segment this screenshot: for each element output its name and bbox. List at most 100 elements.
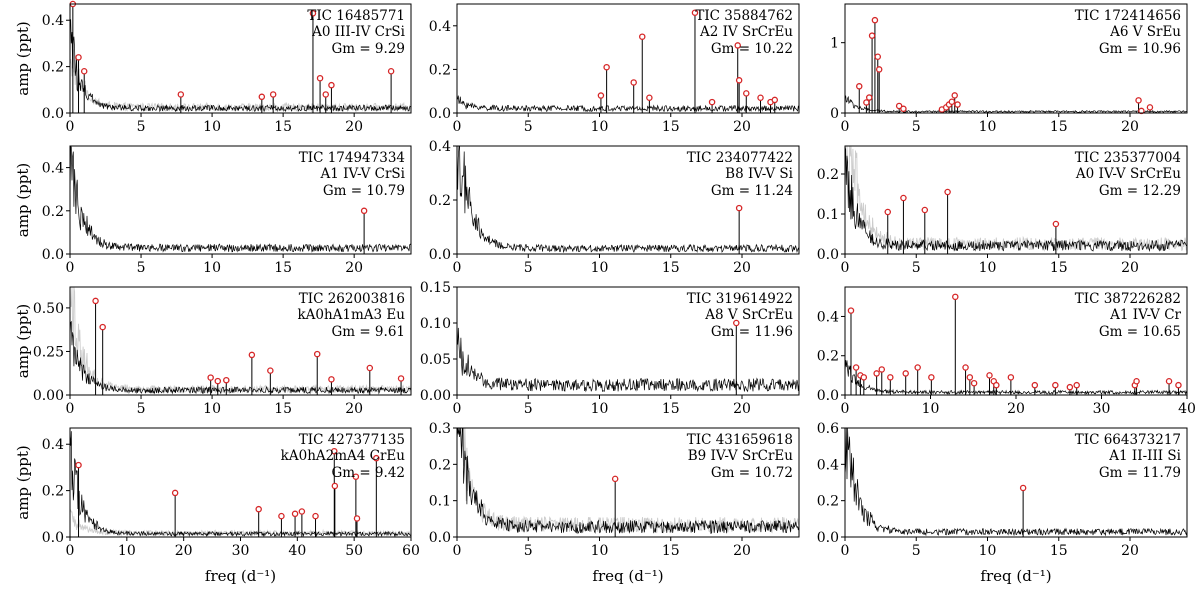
annotation-gm: Gm = 12.29	[1099, 183, 1181, 199]
annotation-sptype: kA0hA1mA3 Eu	[297, 307, 405, 323]
y-tick-label: 0.0	[42, 247, 64, 263]
spectrum-line	[457, 95, 799, 113]
frequency-marker	[75, 54, 82, 61]
annotation-tic: TIC 387226282	[1075, 291, 1181, 307]
y-tick-label: 0.2	[42, 484, 64, 500]
frequency-marker	[603, 63, 610, 71]
spectrum-line	[457, 327, 799, 393]
x-tick-label: 0	[453, 260, 462, 276]
y-tick-label: 0	[830, 106, 839, 122]
y-tick-label: 0.0	[429, 530, 451, 546]
spectrum-line	[845, 428, 1187, 537]
frequency-marker	[255, 505, 262, 513]
frequency-marker	[313, 350, 321, 358]
frequency-marker	[214, 377, 222, 385]
x-tick-label: 5	[137, 119, 146, 135]
annotation-sptype: A1 IV-V Cr	[1109, 307, 1181, 323]
frequency-marker	[99, 323, 106, 331]
annotation-sptype: A1 II-III Si	[1108, 448, 1181, 464]
annotation-tic: TIC 16485771	[307, 8, 405, 24]
spectrum-line	[70, 146, 411, 253]
annotation-gm: Gm = 11.96	[711, 324, 793, 340]
annotation-tic: TIC 262003816	[299, 291, 405, 307]
frequency-marker	[171, 489, 179, 497]
x-tick-label: 15	[1050, 543, 1068, 559]
frequency-marker	[630, 79, 637, 86]
x-tick-label: 0	[841, 119, 850, 135]
frequency-marker	[856, 83, 863, 90]
x-tick-label: 5	[524, 119, 533, 135]
x-tick-label: 40	[1178, 401, 1196, 417]
y-axis-label: amp (ppt)	[14, 163, 32, 237]
x-tick-label: 10	[591, 543, 609, 559]
frequency-marker	[331, 447, 338, 455]
frequency-marker	[1165, 378, 1173, 385]
y-tick-label: 0.4	[429, 139, 451, 155]
gray-spectrum-line	[845, 146, 1187, 252]
x-tick-label: 10	[118, 543, 136, 559]
y-tick-label: 0.2	[429, 62, 451, 78]
frequency-marker	[902, 370, 909, 377]
frequency-marker	[75, 461, 82, 469]
frequency-marker	[92, 297, 99, 305]
panel-7: 0 5 10 15 20 0.00 0.25 0.50 TIC 262003816kA0hA1m…	[14, 286, 412, 417]
annotation-gm: Gm = 11.79	[1099, 465, 1181, 481]
x-tick-label: 15	[662, 401, 680, 417]
x-tick-label: 10	[203, 119, 221, 135]
annotation-tic: TIC 427377135	[299, 432, 405, 448]
y-tick-label: 0.00	[420, 388, 451, 404]
annotation-gm: Gm = 10.79	[323, 183, 405, 199]
y-tick-label: 0.0	[42, 530, 64, 546]
x-tick-label: 15	[274, 401, 292, 417]
frequency-marker	[1007, 374, 1015, 381]
frequency-marker	[691, 9, 699, 16]
annotation-gm: Gm = 9.29	[331, 41, 405, 57]
y-tick-label: 0.0	[817, 530, 839, 546]
spectrum-line	[70, 19, 411, 113]
frequency-marker	[328, 376, 335, 383]
frequency-marker	[1066, 383, 1074, 391]
frequency-marker	[900, 105, 907, 113]
y-tick-label: 0.6	[817, 421, 839, 437]
spectrum-line	[845, 360, 1187, 395]
annotation-tic: TIC 172414656	[1075, 8, 1181, 24]
x-tick-label: 0	[453, 119, 462, 135]
y-tick-label: 0.2	[42, 60, 64, 76]
frequency-marker	[646, 94, 653, 101]
x-axis-label: freq (d⁻¹)	[205, 567, 276, 585]
frequency-marker	[291, 510, 299, 518]
annotation-tic: TIC 174947334	[299, 150, 405, 166]
axes-frame	[456, 286, 800, 396]
frequency-marker	[860, 374, 868, 381]
frequency-marker	[207, 374, 214, 381]
x-axis-label: freq (d⁻¹)	[592, 567, 663, 585]
x-tick-label: 15	[1050, 119, 1068, 135]
frequency-marker	[863, 99, 870, 106]
annotation-sptype: kA0hA2mA4 CrEu	[281, 448, 406, 464]
x-tick-label: 40	[288, 543, 306, 559]
frequency-marker	[248, 351, 256, 359]
frequency-marker	[771, 96, 779, 104]
frequency-marker	[80, 68, 88, 75]
x-tick-label: 0	[66, 401, 75, 417]
annotation-sptype: B8 IV-V Si	[725, 166, 794, 182]
frequency-marker	[269, 91, 277, 98]
y-tick-label: 0.4	[817, 457, 839, 473]
axes-frame	[456, 427, 800, 538]
frequency-marker	[373, 454, 380, 462]
frequency-marker	[708, 98, 716, 106]
frequency-marker	[895, 102, 903, 110]
annotation-sptype: A0 IV-V SrCrEu	[1075, 166, 1181, 182]
annotation-sptype: B9 IV-V SrCrEu	[688, 448, 794, 464]
y-axis-label: amp (ppt)	[14, 445, 32, 519]
x-tick-label: 10	[203, 401, 221, 417]
y-tick-label: 0.4	[42, 161, 64, 177]
axes-frame	[844, 427, 1188, 538]
y-tick-label: 0.15	[420, 280, 451, 296]
frequency-marker	[322, 91, 329, 98]
